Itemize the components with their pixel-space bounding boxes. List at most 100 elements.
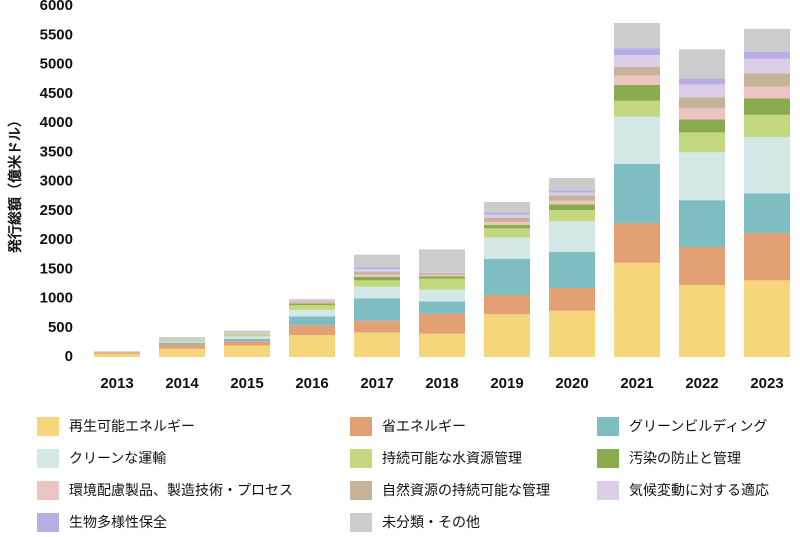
bar-segment	[484, 314, 530, 357]
bar-segment	[354, 276, 400, 281]
bar-segment	[419, 289, 465, 302]
bar-segment	[679, 200, 725, 248]
bar-segment	[549, 310, 595, 357]
legend-item: 未分類・その他	[350, 509, 480, 535]
bar-segment	[289, 300, 335, 301]
bar-segment	[549, 192, 595, 196]
bar-segment	[614, 100, 660, 117]
bar-segment	[549, 221, 595, 252]
bar-segment	[549, 200, 595, 205]
legend-swatch	[37, 416, 59, 436]
legend-label: 再生可能エネルギー	[69, 419, 195, 435]
bar-segment	[354, 320, 400, 333]
legend-swatch	[597, 416, 619, 436]
bar-segment	[484, 294, 530, 315]
bar-segment	[614, 116, 660, 164]
bar-segment	[549, 177, 595, 191]
bar-segment	[419, 301, 465, 314]
bar-segment	[94, 352, 140, 354]
bar-segment	[484, 237, 530, 259]
legend-swatch	[350, 448, 372, 468]
bar-segment	[484, 201, 530, 213]
y-tick-label: 4000	[40, 114, 73, 131]
y-tick-label: 1500	[40, 260, 73, 277]
bar-segment	[419, 271, 465, 274]
x-tick-label: 2022	[685, 375, 718, 392]
legend-swatch	[37, 480, 59, 500]
legend-label: クリーンな運輸	[69, 451, 167, 467]
y-axis-label: 発行総額（億米ドル）	[7, 113, 24, 254]
legend-swatch	[350, 480, 372, 500]
bar-segment	[549, 204, 595, 211]
x-tick-label: 2019	[490, 375, 523, 392]
bar-segment	[679, 247, 725, 286]
bar-segment	[744, 86, 790, 99]
bar-segment	[744, 28, 790, 52]
bar-segment	[614, 262, 660, 357]
bar-segment	[94, 351, 140, 353]
bar-segment	[549, 287, 595, 311]
y-tick-label: 0	[65, 348, 73, 365]
bar-segment	[224, 330, 270, 334]
bar-segment	[744, 73, 790, 87]
legend-swatch	[350, 512, 372, 532]
x-tick-label: 2015	[230, 375, 263, 392]
legend-item: 持続可能な水資源管理	[350, 445, 522, 471]
bar-segment	[614, 84, 660, 101]
legend-label: 生物多様性保全	[69, 515, 167, 531]
legend-item: 気候変動に対する適応	[597, 477, 769, 503]
bar-segment	[744, 98, 790, 115]
bar-segment	[354, 267, 400, 270]
bar-segment	[419, 271, 465, 272]
y-tick-label: 2000	[40, 231, 73, 248]
bar-segment	[679, 97, 725, 109]
legend-label: グリーンビルディング	[629, 419, 768, 435]
bar-segment	[224, 336, 270, 339]
y-axis-ticks: 0 500 1000 1500 2000 2500 3000 3500 4000 4500 5000…	[40, 0, 73, 365]
bar-segment	[354, 286, 400, 299]
bar-segment	[289, 309, 335, 317]
bar-segment	[679, 108, 725, 120]
bar-segment	[614, 75, 660, 85]
x-axis-ticks: 2013 2014 2015 2016 2017 2018 2019 2020 2021 2022…	[100, 375, 783, 392]
bar-segment	[159, 348, 205, 357]
x-tick-label: 2013	[100, 375, 133, 392]
bar-segment	[159, 341, 205, 343]
bar-segment	[224, 334, 270, 337]
legend-swatch	[597, 480, 619, 500]
bar-segment	[289, 316, 335, 326]
legend-item: グリーンビルディング	[597, 413, 767, 439]
bar-segment	[744, 58, 790, 74]
bar-segment	[419, 273, 465, 275]
bar-segment	[289, 299, 335, 301]
bar-segment	[289, 305, 335, 310]
bar-segment	[744, 114, 790, 138]
bar-segment	[484, 212, 530, 215]
bar-segment	[289, 302, 335, 304]
bar-segment	[419, 278, 465, 290]
bar-segment	[549, 195, 595, 201]
bar-segment	[484, 224, 530, 229]
legend-item: 環境配慮製品、製造技術・プロセス	[37, 477, 293, 503]
bar-segment	[679, 132, 725, 153]
bar-segment	[744, 137, 790, 194]
bar-segment	[679, 84, 725, 98]
bar-segment	[159, 340, 205, 342]
y-tick-label: 2500	[40, 202, 73, 219]
y-tick-label: 1000	[40, 290, 73, 307]
bar-segment	[354, 332, 400, 357]
x-tick-label: 2018	[425, 375, 458, 392]
bar-segment	[289, 301, 335, 303]
bar-segment	[159, 337, 205, 341]
x-tick-label: 2021	[620, 375, 653, 392]
bar-segment	[224, 345, 270, 357]
bar-segment	[354, 298, 400, 321]
bar-segment	[289, 335, 335, 357]
bar-segment	[744, 51, 790, 59]
bar-segment	[614, 223, 660, 263]
bar-segment	[484, 217, 530, 222]
legend-label: 持続可能な水資源管理	[382, 451, 522, 467]
bar-segment	[614, 22, 660, 49]
bar-segment	[614, 66, 660, 76]
legend-swatch	[37, 512, 59, 532]
